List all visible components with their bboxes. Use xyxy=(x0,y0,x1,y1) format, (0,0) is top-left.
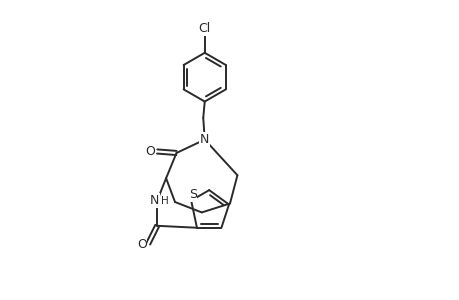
Text: N: N xyxy=(150,194,159,207)
Text: O: O xyxy=(146,145,155,158)
Text: H: H xyxy=(161,196,168,206)
Text: S: S xyxy=(188,188,196,201)
Text: O: O xyxy=(136,238,146,251)
Text: N: N xyxy=(200,133,209,146)
Text: Cl: Cl xyxy=(198,22,210,35)
